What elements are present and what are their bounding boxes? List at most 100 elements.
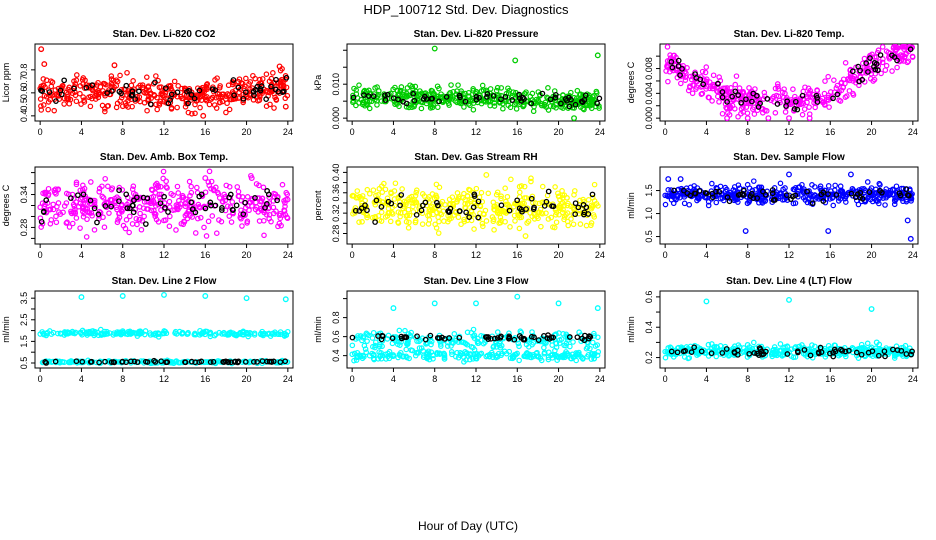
data-point: [511, 212, 518, 219]
x-tick-label: 20: [554, 374, 564, 384]
data-point: [169, 88, 175, 94]
data-point-hourly: [131, 197, 137, 204]
data-point: [830, 202, 837, 209]
outlier-point: [724, 115, 731, 122]
data-point: [199, 92, 206, 98]
data-point: [205, 179, 212, 185]
data-point-hourly: [196, 87, 203, 94]
data-point-hourly: [80, 191, 87, 198]
data-point-hourly: [209, 86, 216, 92]
data-point: [667, 52, 673, 58]
data-point: [240, 99, 246, 106]
x-tick-label: 12: [784, 250, 794, 260]
data-point: [710, 72, 717, 79]
data-point: [387, 218, 394, 225]
data-point: [174, 205, 180, 212]
data-point: [273, 97, 280, 103]
data-point: [219, 93, 225, 100]
data-point: [51, 107, 57, 114]
data-point-hourly: [39, 88, 46, 95]
data-point-hourly: [502, 93, 509, 100]
x-tick-label: 24: [283, 250, 293, 260]
panel-title: Stan. Dev. Line 3 Flow: [424, 276, 529, 287]
data-point: [498, 193, 504, 199]
data-point: [850, 92, 857, 98]
y-tick-label: 3.5: [19, 292, 29, 305]
data-point: [883, 62, 890, 69]
panel-title: Stan. Dev. Line 2 Flow: [112, 276, 217, 287]
data-point: [436, 218, 442, 225]
data-point: [198, 97, 205, 103]
data-point: [570, 221, 577, 228]
data-point: [831, 77, 837, 83]
data-point-hourly: [218, 207, 225, 213]
data-point: [435, 230, 442, 236]
data-point: [585, 197, 592, 203]
data-point: [73, 179, 80, 186]
x-tick-label: 0: [350, 250, 355, 260]
data-point: [806, 104, 812, 110]
x-tick-label: 8: [120, 250, 125, 260]
data-point: [466, 186, 472, 193]
data-point-hourly: [350, 94, 357, 101]
data-point: [491, 103, 498, 109]
data-point-hourly: [283, 74, 290, 81]
data-point: [64, 219, 70, 226]
y-tick-label: 0.6: [331, 330, 341, 343]
data-point: [438, 94, 445, 100]
data-point-hourly: [252, 195, 258, 201]
outlier-point: [522, 233, 529, 240]
data-point: [588, 105, 595, 112]
data-point: [784, 94, 790, 101]
data-point: [351, 193, 357, 199]
outlier-point: [742, 228, 749, 234]
data-point-hourly: [865, 69, 871, 75]
data-point: [538, 223, 544, 230]
data-point-hourly: [188, 199, 195, 206]
data-point: [773, 92, 780, 99]
data-point-hourly: [191, 95, 198, 102]
data-point: [473, 185, 480, 192]
x-tick-label: 8: [432, 127, 437, 137]
data-point: [40, 102, 47, 108]
data-point-hourly: [873, 61, 880, 67]
data-point: [257, 80, 264, 86]
data-point: [77, 225, 83, 231]
y-tick-label: 0.000: [331, 107, 341, 130]
data-point: [115, 196, 122, 202]
data-point-hourly: [68, 195, 74, 201]
y-tick-label: 0.4: [644, 321, 654, 334]
data-point-hourly: [109, 88, 115, 94]
outlier-point: [202, 293, 209, 299]
data-point: [220, 199, 226, 205]
data-point: [893, 44, 899, 50]
data-point: [208, 178, 215, 185]
data-point-hourly: [167, 97, 173, 103]
panel-1: Stan. Dev. Li-820 CO2 Licor ppm 0 4 8 12 16 20 2…: [1, 29, 294, 137]
data-point: [396, 327, 403, 334]
data-point: [108, 73, 115, 79]
outlier-point: [431, 300, 438, 307]
data-point: [736, 85, 743, 91]
data-point: [123, 102, 129, 109]
data-point-hourly: [700, 81, 706, 88]
data-point: [801, 106, 808, 112]
x-tick-label: 12: [784, 127, 794, 137]
data-point: [774, 81, 781, 87]
data-point: [88, 179, 94, 185]
x-tick-label: 16: [825, 127, 835, 137]
data-point: [399, 186, 405, 192]
data-point-hourly: [147, 101, 154, 108]
data-point: [516, 189, 523, 196]
data-point: [350, 98, 357, 104]
x-tick-label: 4: [391, 374, 396, 384]
data-point: [83, 234, 90, 240]
data-point: [217, 99, 223, 106]
panel-grid: Stan. Dev. Li-820 CO2 Licor ppm 0 4 8 12 16 20 2…: [1, 29, 919, 384]
data-point: [113, 204, 120, 211]
data-point: [80, 182, 86, 189]
x-tick-label: 4: [391, 127, 396, 137]
data-point: [577, 92, 583, 98]
data-point: [777, 180, 784, 187]
outlier-point: [665, 176, 672, 183]
